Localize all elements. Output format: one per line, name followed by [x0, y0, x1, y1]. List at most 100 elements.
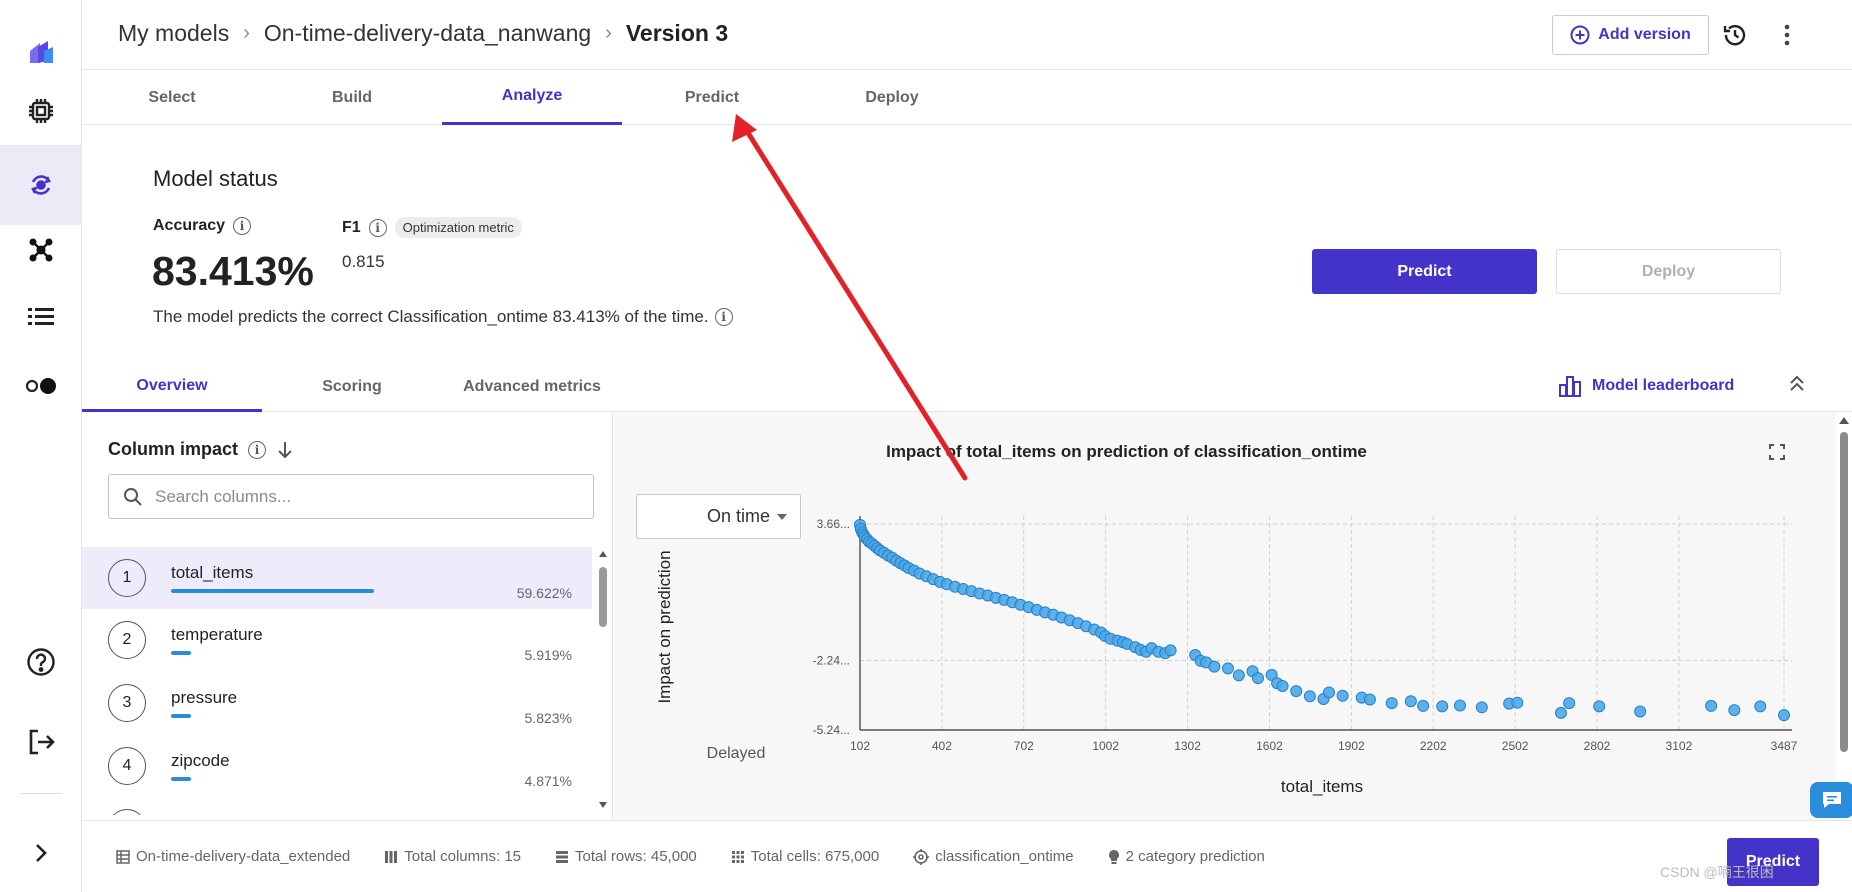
info-icon[interactable]: i: [714, 308, 733, 326]
data-point[interactable]: [1232, 669, 1245, 682]
data-point[interactable]: [1404, 695, 1417, 708]
model-leaderboard-link[interactable]: Model leaderboard: [1558, 375, 1734, 397]
data-point[interactable]: [1221, 662, 1234, 675]
canvas-logo-icon[interactable]: [0, 12, 81, 92]
data-point[interactable]: [1475, 701, 1488, 714]
collapse-icon[interactable]: [1788, 374, 1806, 397]
y-axis-label: Impact on prediction: [655, 550, 674, 703]
data-point[interactable]: [1276, 680, 1289, 693]
history-icon[interactable]: [1720, 20, 1750, 50]
data-point[interactable]: [1634, 705, 1647, 718]
info-icon[interactable]: i: [368, 218, 387, 237]
add-version-button[interactable]: Add version: [1552, 15, 1709, 55]
footer-total-columns-text: Total columns: 15: [404, 848, 522, 865]
list-item[interactable]: [82, 797, 592, 815]
data-point[interactable]: [1453, 699, 1466, 712]
chart-title: Impact of total_items on prediction of c…: [886, 442, 1367, 461]
f1-label-group: F1 i Optimization metric: [342, 217, 522, 238]
data-point[interactable]: [1778, 709, 1790, 722]
accuracy-label-group: Accuracy i: [153, 217, 252, 235]
data-point[interactable]: [1436, 700, 1449, 713]
column-search-input[interactable]: [155, 486, 575, 507]
x-tick-label: 1302: [1174, 739, 1201, 753]
list-item[interactable]: 2 temperature 5.919%: [82, 609, 592, 671]
tab-build[interactable]: Build: [332, 88, 372, 106]
data-point[interactable]: [1164, 644, 1177, 657]
footer-total-cells: Total cells: 675,000: [731, 848, 879, 865]
tab-select[interactable]: Select: [148, 88, 196, 106]
rank-badge: 3: [108, 684, 146, 722]
models-icon[interactable]: [0, 145, 81, 225]
list-item[interactable]: 3 pressure 5.823%: [82, 672, 592, 734]
fullscreen-icon[interactable]: [1769, 444, 1785, 465]
network-icon[interactable]: [0, 210, 81, 290]
x-tick-label: 1902: [1338, 739, 1365, 753]
info-icon[interactable]: i: [233, 217, 252, 235]
rank-badge: 2: [108, 621, 146, 659]
y-tick-label: 3.66...: [817, 517, 850, 531]
data-point[interactable]: [1303, 690, 1316, 703]
x-tick-label: 1602: [1256, 739, 1283, 753]
list-item[interactable]: 4 zipcode 4.871%: [82, 735, 592, 797]
help-icon[interactable]: [0, 622, 81, 702]
data-point[interactable]: [1754, 700, 1767, 713]
panel-scrollbar[interactable]: [1836, 412, 1852, 762]
model-leaderboard-label: Model leaderboard: [1592, 377, 1735, 394]
model-status-title: Model status: [153, 166, 278, 191]
breadcrumb-my-models[interactable]: My models: [118, 20, 230, 46]
tab-deploy[interactable]: Deploy: [865, 88, 919, 106]
data-point[interactable]: [1322, 686, 1335, 699]
f1-label: F1: [342, 218, 361, 236]
data-point[interactable]: [1290, 685, 1303, 698]
list-icon[interactable]: [0, 277, 81, 357]
tab-analyze[interactable]: Analyze: [442, 70, 622, 125]
chip-icon[interactable]: [0, 71, 81, 151]
y-tick-label: -2.24...: [813, 654, 850, 668]
f1-value: 0.815: [342, 252, 385, 271]
data-point[interactable]: [1363, 693, 1376, 706]
info-icon[interactable]: i: [248, 440, 267, 459]
chat-icon[interactable]: [1810, 782, 1852, 818]
data-point[interactable]: [1385, 697, 1398, 710]
rank-badge: 4: [108, 747, 146, 785]
toggle-icon[interactable]: [0, 346, 81, 426]
class-select-value: On time: [706, 506, 770, 526]
leaderboard-icon: [1559, 376, 1581, 397]
deploy-button[interactable]: Deploy: [1556, 249, 1781, 294]
data-point[interactable]: [1251, 672, 1264, 685]
footer-dataset-name: On-time-delivery-data_extended: [136, 848, 351, 865]
more-options-icon[interactable]: [1772, 20, 1802, 50]
data-point[interactable]: [1511, 696, 1524, 709]
tab-advanced-metrics[interactable]: Advanced metrics: [463, 378, 601, 395]
impact-bar: [171, 714, 191, 718]
tab-scoring[interactable]: Scoring: [322, 378, 382, 395]
data-point[interactable]: [1705, 699, 1718, 712]
column-name: zipcode: [171, 751, 230, 770]
data-point[interactable]: [1554, 706, 1567, 719]
breadcrumb-dataset[interactable]: On-time-delivery-data_nanwang: [263, 20, 592, 46]
expand-rail-icon[interactable]: [0, 813, 81, 892]
data-point[interactable]: [1563, 697, 1576, 710]
data-point[interactable]: [1593, 700, 1606, 713]
sign-out-icon[interactable]: [0, 702, 81, 782]
data-point[interactable]: [1265, 668, 1278, 681]
data-point[interactable]: [1417, 699, 1430, 712]
dataset-footer: On-time-delivery-data_extended Total col…: [82, 820, 1852, 892]
column-search-box: [108, 474, 594, 519]
class-select-dropdown[interactable]: On time: [636, 494, 801, 539]
data-point[interactable]: [1728, 704, 1741, 717]
predict-button[interactable]: Predict: [1312, 249, 1537, 294]
tab-predict[interactable]: Predict: [684, 88, 740, 106]
list-scrollbar[interactable]: [596, 547, 610, 812]
data-point[interactable]: [1208, 660, 1221, 673]
data-point[interactable]: [1336, 689, 1349, 702]
footer-predict-button[interactable]: Predict: [1727, 838, 1819, 886]
list-item[interactable]: 1 total_items 59.622%: [82, 547, 592, 609]
caret-down-icon: [777, 513, 787, 520]
x-tick-label: 3102: [1666, 739, 1693, 753]
impact-percent: 5.919%: [524, 647, 572, 663]
tab-overview[interactable]: Overview: [82, 362, 262, 412]
footer-total-rows: Total rows: 45,000: [555, 848, 697, 865]
sort-down-icon[interactable]: [276, 440, 294, 460]
